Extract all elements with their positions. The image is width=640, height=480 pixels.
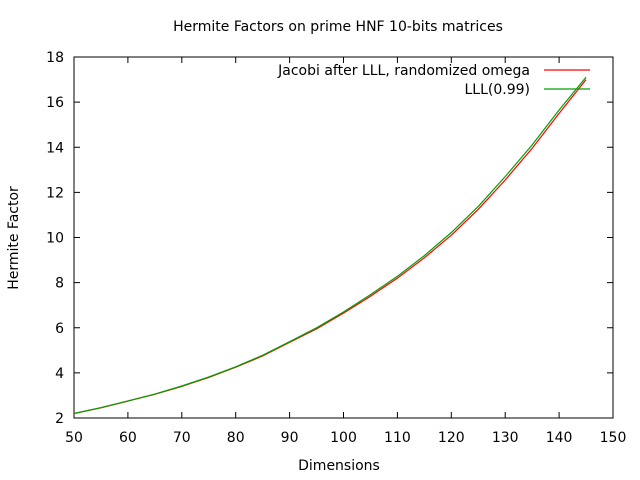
x-tick-label: 70 xyxy=(173,430,191,446)
axis-ticks: 50 60 70 80 90 100 110 120 130 140 150 2 4 6 8 10 12 14 16… xyxy=(46,50,626,446)
x-tick-label: 90 xyxy=(281,430,299,446)
y-tick-label: 8 xyxy=(55,276,64,292)
y-tick-label: 12 xyxy=(46,185,64,201)
y-tick-label: 6 xyxy=(55,321,64,337)
x-tick-label: 60 xyxy=(119,430,137,446)
x-tick-label: 80 xyxy=(227,430,245,446)
legend: Jacobi after LLL, randomized omega LLL(0.… xyxy=(277,63,590,98)
series-line-1 xyxy=(73,76,587,415)
x-tick-label: 50 xyxy=(65,430,83,446)
legend-label-0: Jacobi after LLL, randomized omega xyxy=(277,63,530,79)
y-axis-label: Hermite Factor xyxy=(6,186,22,290)
series-line-0 xyxy=(73,79,587,415)
x-tick-label: 130 xyxy=(492,430,519,446)
y-tick-label: 16 xyxy=(46,95,64,111)
y-tick-label: 10 xyxy=(46,231,64,247)
x-tick-label: 140 xyxy=(546,430,573,446)
y-tick-label: 14 xyxy=(46,140,64,156)
y-tick-label: 4 xyxy=(55,366,64,382)
series-lines xyxy=(73,76,587,415)
x-tick-label: 110 xyxy=(384,430,411,446)
x-tick-label: 120 xyxy=(438,430,465,446)
legend-label-1: LLL(0.99) xyxy=(465,82,531,98)
y-tick-label: 2 xyxy=(55,411,64,427)
x-tick-label: 100 xyxy=(330,430,357,446)
x-axis-label: Dimensions xyxy=(298,458,380,474)
y-tick-label: 18 xyxy=(46,50,64,66)
plot-area-frame xyxy=(73,56,614,419)
chart-title: Hermite Factors on prime HNF 10-bits mat… xyxy=(173,19,503,35)
x-tick-label: 150 xyxy=(600,430,627,446)
